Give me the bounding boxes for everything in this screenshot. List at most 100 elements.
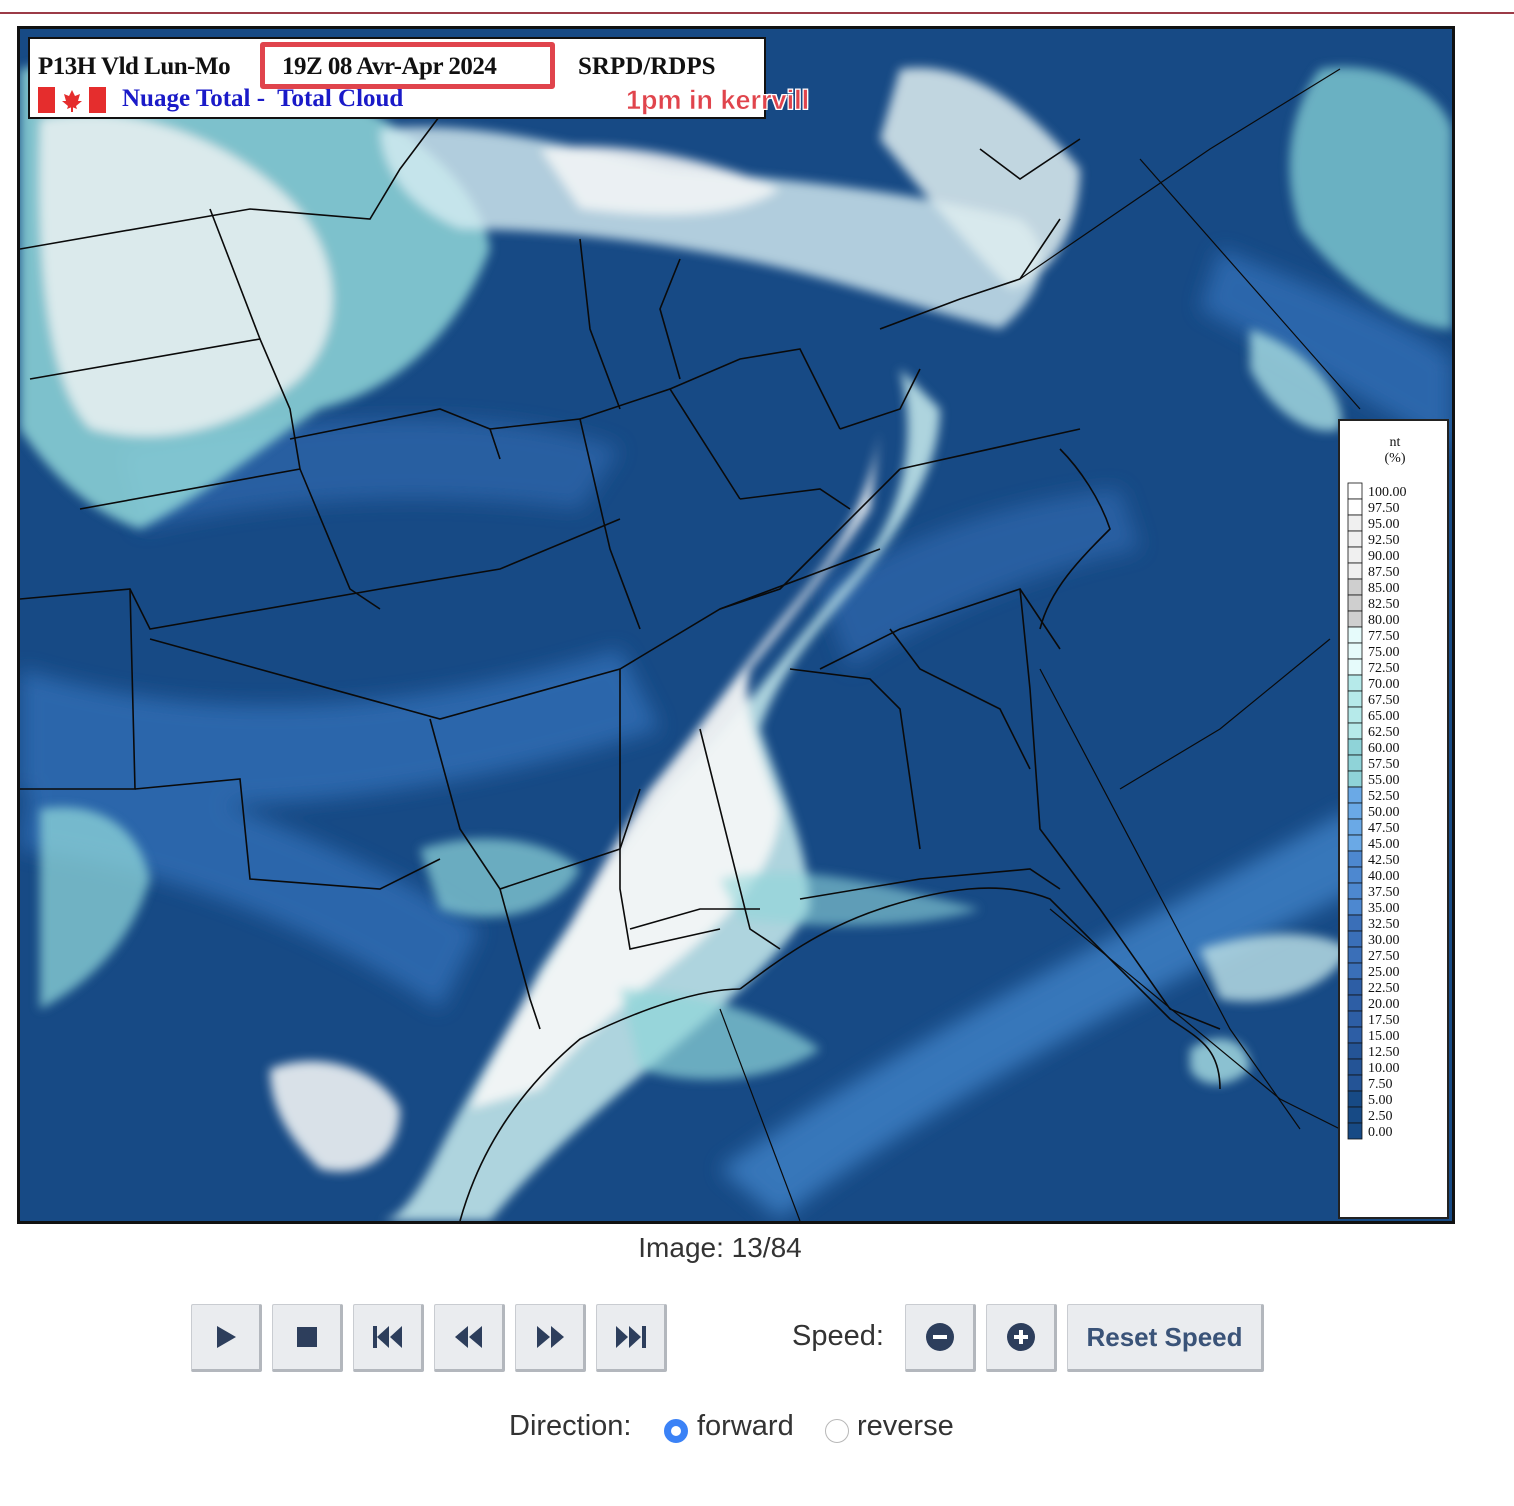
legend-value: 30.00 <box>1368 933 1400 948</box>
legend-value: 85.00 <box>1368 581 1400 596</box>
legend-unit-line1: nt <box>1389 435 1401 450</box>
previous-frame-button[interactable] <box>434 1304 505 1372</box>
plus-circle-icon <box>1006 1323 1035 1351</box>
legend-swatch <box>1347 818 1363 836</box>
legend-value: 37.50 <box>1368 885 1400 900</box>
map-header: P13H Vld Lun-Mo 19Z 08 Avr-Apr 2024 SRPD… <box>28 37 766 119</box>
legend-swatch <box>1347 930 1363 948</box>
legend-unit-line2: (%) <box>1384 451 1406 466</box>
fast-forward-icon <box>536 1326 564 1348</box>
legend-value: 82.50 <box>1368 597 1400 612</box>
legend-value: 47.50 <box>1368 821 1400 836</box>
legend-swatch <box>1347 594 1363 612</box>
legend-value: 10.00 <box>1368 1061 1400 1076</box>
legend-swatch <box>1347 1026 1363 1044</box>
direction-forward-radio[interactable] <box>664 1419 688 1443</box>
last-frame-button[interactable] <box>596 1304 667 1372</box>
legend-swatch <box>1347 1042 1363 1060</box>
legend-value: 72.50 <box>1368 661 1400 676</box>
forecast-map: P13H Vld Lun-Mo 19Z 08 Avr-Apr 2024 SRPD… <box>17 26 1455 1224</box>
legend-swatch <box>1347 690 1363 708</box>
legend-value: 5.00 <box>1368 1093 1393 1108</box>
legend-value: 42.50 <box>1368 853 1400 868</box>
speed-decrease-button[interactable] <box>905 1304 976 1372</box>
direction-reverse-radio[interactable] <box>825 1419 849 1443</box>
legend-swatch <box>1347 834 1363 852</box>
legend-value: 15.00 <box>1368 1029 1400 1044</box>
speed-increase-button[interactable] <box>986 1304 1057 1372</box>
annotation-note: 1pm in kerrvill <box>626 85 810 116</box>
legend-swatch <box>1347 658 1363 676</box>
legend-value: 100.00 <box>1368 485 1407 500</box>
skip-to-end-icon <box>615 1326 646 1348</box>
legend-value: 17.50 <box>1368 1013 1400 1028</box>
legend-value: 25.00 <box>1368 965 1400 980</box>
legend-swatch <box>1347 738 1363 756</box>
legend-value: 52.50 <box>1368 789 1400 804</box>
legend-swatch <box>1347 706 1363 724</box>
next-frame-button[interactable] <box>515 1304 586 1372</box>
legend-swatch <box>1347 674 1363 692</box>
legend-swatch <box>1347 786 1363 804</box>
image-counter: Image: 13/84 <box>638 1232 802 1263</box>
legend-value: 92.50 <box>1368 533 1400 548</box>
legend-swatch <box>1347 498 1363 516</box>
legend-swatch <box>1347 1122 1363 1140</box>
legend-value: 67.50 <box>1368 693 1400 708</box>
legend-swatch <box>1347 962 1363 980</box>
legend-swatch <box>1347 978 1363 996</box>
direction-reverse-label[interactable]: reverse <box>857 1410 954 1442</box>
legend-value: 95.00 <box>1368 517 1400 532</box>
legend-swatch <box>1347 530 1363 548</box>
legend-value: 50.00 <box>1368 805 1400 820</box>
model-name: SRPD/RDPS <box>578 53 716 80</box>
legend-swatch <box>1347 626 1363 644</box>
legend-value: 70.00 <box>1368 677 1400 692</box>
reset-speed-label: Reset Speed <box>1086 1321 1243 1352</box>
legend-swatch <box>1347 898 1363 916</box>
direction-label: Direction: <box>509 1410 632 1442</box>
legend-swatch <box>1347 1074 1363 1092</box>
color-legend: nt (%) 100.00 97.50 95.00 92.50 90.00 87.50 85… <box>1338 419 1449 1219</box>
canada-flag-icon <box>38 87 106 113</box>
direction-forward-label[interactable]: forward <box>697 1410 794 1442</box>
forecast-validity-label: P13H Vld Lun-Mo <box>38 53 231 80</box>
legend-swatch <box>1347 802 1363 820</box>
legend-value: 77.50 <box>1368 629 1400 644</box>
legend-scale: 100.0097.5095.0092.5090.0087.5085.0082.5… <box>1347 482 1407 1140</box>
legend-swatch <box>1347 754 1363 772</box>
legend-swatch <box>1347 1106 1363 1124</box>
forecast-date: 19Z 08 Avr-Apr 2024 <box>282 53 497 80</box>
legend-value: 27.50 <box>1368 949 1400 964</box>
legend-swatch <box>1347 770 1363 788</box>
legend-value: 2.50 <box>1368 1109 1393 1124</box>
play-icon <box>216 1326 236 1348</box>
legend-value: 12.50 <box>1368 1045 1400 1060</box>
legend-swatch <box>1347 546 1363 564</box>
reset-speed-button[interactable]: Reset Speed <box>1067 1304 1264 1372</box>
legend-value: 62.50 <box>1368 725 1400 740</box>
rewind-icon <box>454 1326 482 1348</box>
legend-value: 32.50 <box>1368 917 1400 932</box>
legend-value: 55.00 <box>1368 773 1400 788</box>
legend-value: 65.00 <box>1368 709 1400 724</box>
product-name: Nuage Total - Total Cloud <box>122 85 404 112</box>
top-divider <box>0 12 1514 14</box>
cloud-cover-map-image <box>20 29 1452 1221</box>
legend-swatch <box>1347 994 1363 1012</box>
stop-button[interactable] <box>272 1304 343 1372</box>
legend-value: 0.00 <box>1368 1125 1393 1140</box>
first-frame-button[interactable] <box>353 1304 424 1372</box>
legend-swatch <box>1347 562 1363 580</box>
legend-value: 90.00 <box>1368 549 1400 564</box>
legend-swatch <box>1347 578 1363 596</box>
legend-swatch <box>1347 914 1363 932</box>
legend-swatch <box>1347 722 1363 740</box>
date-highlight-annotation <box>260 42 555 89</box>
legend-value: 80.00 <box>1368 613 1400 628</box>
play-button[interactable] <box>191 1304 262 1372</box>
legend-value: 7.50 <box>1368 1077 1393 1092</box>
legend-value: 87.50 <box>1368 565 1400 580</box>
legend-value: 97.50 <box>1368 501 1400 516</box>
legend-value: 60.00 <box>1368 741 1400 756</box>
